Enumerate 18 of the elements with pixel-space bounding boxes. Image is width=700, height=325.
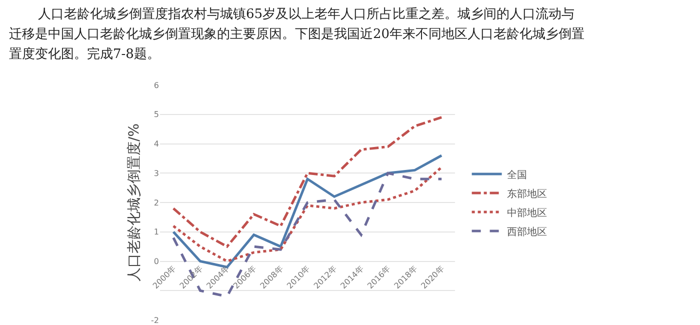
y-tick-label: 4 bbox=[154, 140, 159, 149]
line-series bbox=[172, 116, 443, 248]
text: 人口老龄化城乡倒置度指农村与城镇65岁及以上老年人口所占比重之差。城乡间的人口流动与 bbox=[38, 6, 575, 22]
y-tick-label: 0 bbox=[154, 257, 159, 266]
y-tick-label: 5 bbox=[154, 110, 159, 120]
text: 迁移是中国人口老龄化城乡倒置现象的主要原因。下图是我国近20年来不同地区人口老龄化城乡倒置 bbox=[9, 26, 585, 42]
y-tick-label: 1 bbox=[154, 228, 159, 237]
legend-label: 西部地区 bbox=[506, 226, 547, 238]
y-axis-title: 人口老龄化城乡倒置度/% bbox=[126, 123, 143, 282]
y-tick-label: 2 bbox=[154, 198, 159, 208]
text: 置度变化图。完成7-8题。 bbox=[9, 46, 160, 62]
legend-label: 中部地区 bbox=[506, 206, 547, 219]
line-series bbox=[172, 166, 443, 262]
legend-label: 东部地区 bbox=[506, 188, 547, 200]
y-tick-label: -2 bbox=[151, 316, 159, 325]
y-tick-label: 6 bbox=[154, 80, 159, 90]
y-tick-label: 3 bbox=[154, 168, 159, 178]
legend-label: 全国 bbox=[506, 168, 527, 181]
